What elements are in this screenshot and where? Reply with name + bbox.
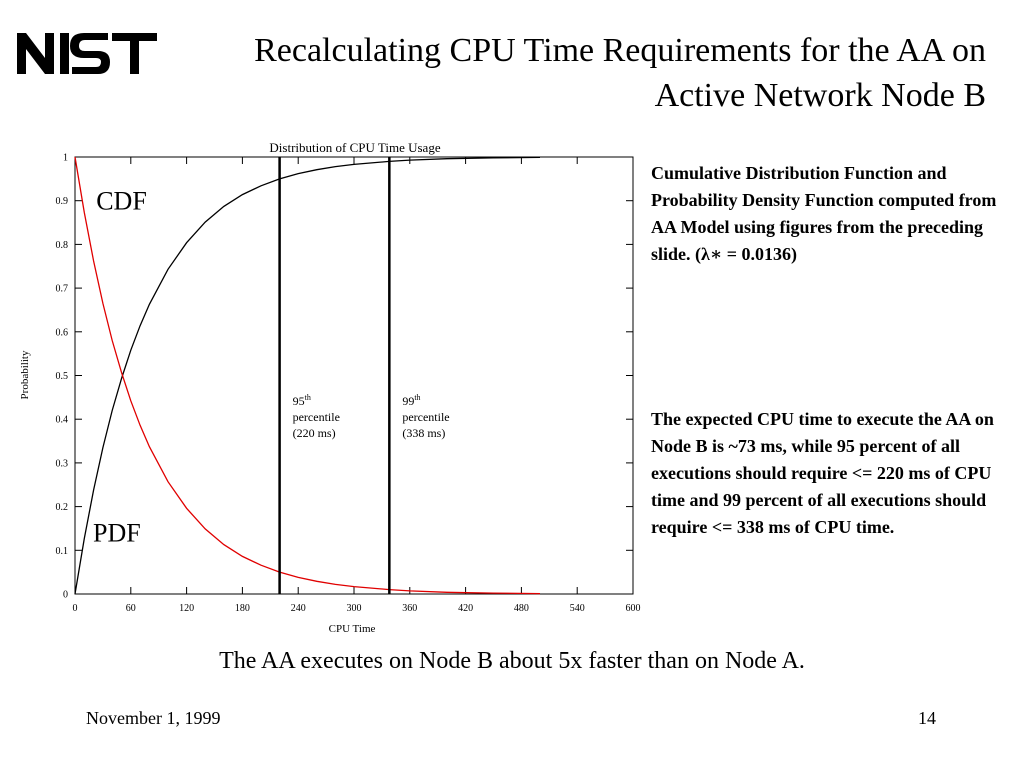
x-tick-label: 600 (626, 603, 641, 614)
x-tick-label: 480 (514, 603, 529, 614)
y-tick-label: 0.1 (56, 546, 69, 557)
y-tick-label: 0.6 (56, 327, 69, 338)
expected-cpu-time-note: The expected CPU time to execute the AA … (651, 409, 994, 537)
y-tick-label: 0.9 (56, 196, 69, 207)
x-tick-label: 420 (458, 603, 473, 614)
y-tick-label: 0.4 (56, 415, 69, 426)
x-tick-label: 0 (73, 603, 78, 614)
y-tick-label: 0.5 (56, 371, 69, 382)
slide-caption: The AA executes on Node B about 5x faste… (219, 648, 805, 674)
y-tick-label: 1 (63, 153, 68, 164)
percentile-lines: 95th percentile (220 ms) 99th percentile (338… (278, 157, 450, 594)
y-tick-label: 0.8 (56, 240, 69, 251)
x-tick-label: 180 (235, 603, 250, 614)
y-tick-label: 0.7 (56, 284, 69, 295)
x-tick-label: 120 (179, 603, 194, 614)
x-tick-label: 60 (126, 603, 136, 614)
nist-logo (17, 33, 157, 74)
y-tick-label: 0.3 (56, 458, 69, 469)
percentile-label: percentile (402, 410, 449, 424)
slide-title: Recalculating CPU Time Requirements for … (254, 32, 986, 114)
x-tick-label: 300 (347, 603, 362, 614)
x-tick-label: 360 (402, 603, 417, 614)
series-pdf-line (74, 156, 541, 595)
percentile-label: (220 ms) (293, 426, 336, 440)
curve-labels: CDF PDF (93, 186, 147, 547)
percentile-label: 95th (293, 393, 311, 408)
x-tick-label: 240 (291, 603, 306, 614)
percentile-label: 99th (402, 393, 420, 408)
percentile-label: percentile (293, 410, 340, 424)
x-axis: 0 60 120 180 240 300 360 420 480 540 600 (73, 157, 641, 614)
curve-label-pdf: PDF (93, 519, 141, 548)
x-axis-label: CPU Time (329, 623, 376, 635)
y-axis: 0 0.1 0.2 0.3 0.4 0.5 0.6 0.7 0.8 0.9 1 (56, 153, 633, 601)
y-axis-label: Probability (19, 350, 31, 399)
x-tick-label: 540 (570, 603, 585, 614)
plot-frame (74, 156, 634, 595)
series-cdf-line (74, 156, 541, 595)
chart-title: Distribution of CPU Time Usage (269, 140, 440, 155)
chart-description: Cumulative Distribution Function and Pro… (651, 163, 997, 264)
series-layer (74, 156, 541, 595)
y-tick-label: 0.2 (56, 502, 69, 513)
percentile-label: (338 ms) (402, 426, 445, 440)
page-number: 14 (918, 708, 936, 728)
y-tick-label: 0 (63, 590, 68, 601)
curve-label-cdf: CDF (96, 186, 147, 215)
footer-date: November 1, 1999 (86, 708, 221, 728)
